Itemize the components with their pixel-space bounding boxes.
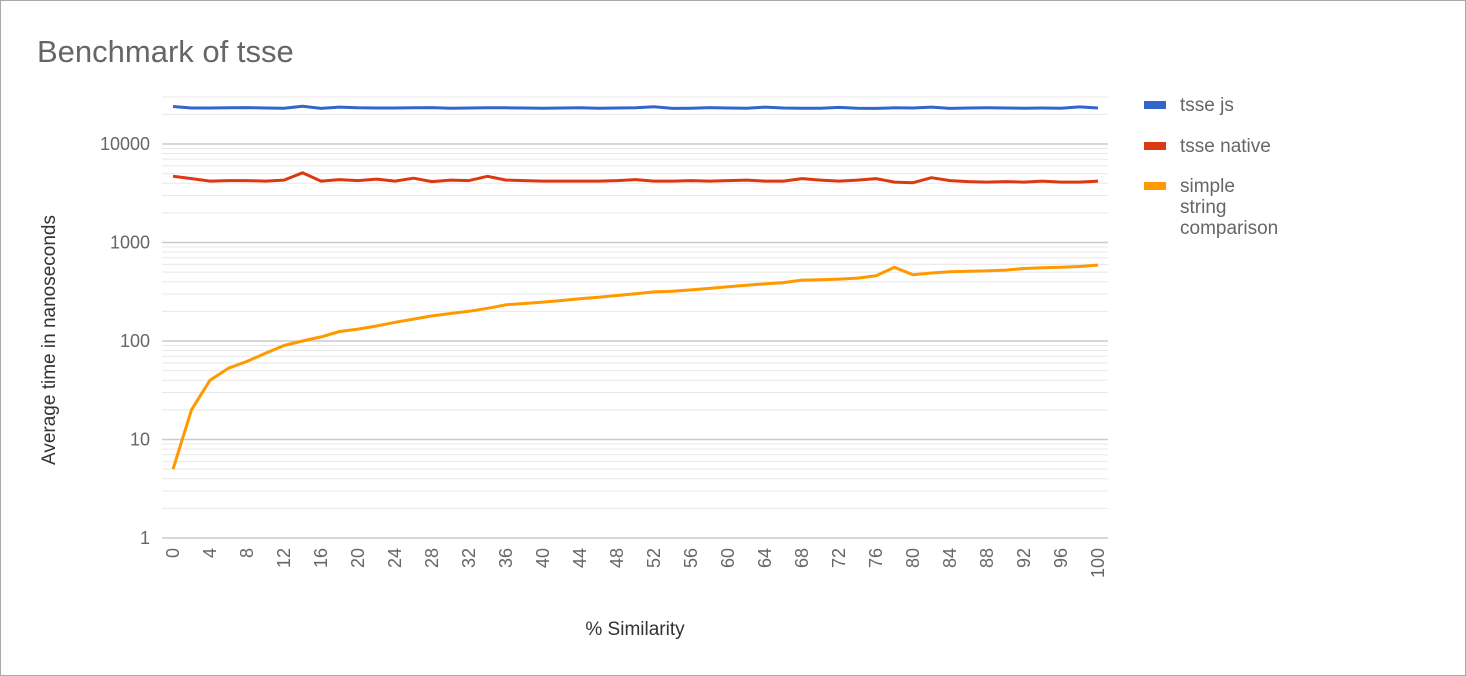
series-line-tsse-js bbox=[172, 104, 1099, 110]
x-tick-label: 88 bbox=[977, 548, 997, 568]
series-line-simple-string-comparison bbox=[171, 263, 1099, 470]
y-tick-label: 1000 bbox=[110, 233, 150, 253]
x-tick-label: 64 bbox=[755, 548, 775, 568]
x-tick-label: 52 bbox=[644, 548, 664, 568]
legend-swatch bbox=[1144, 182, 1166, 190]
series-lines bbox=[171, 104, 1099, 470]
x-tick-label: 0 bbox=[163, 548, 183, 558]
x-tick-label: 72 bbox=[829, 548, 849, 568]
y-axis-ticks: 1 10 100 1000 10000 bbox=[100, 134, 150, 548]
x-tick-label: 84 bbox=[940, 548, 960, 568]
x-tick-label: 12 bbox=[274, 548, 294, 568]
x-tick-label: 80 bbox=[903, 548, 923, 568]
x-tick-label: 96 bbox=[1051, 548, 1071, 568]
y-tick-label: 10000 bbox=[100, 134, 150, 154]
legend-label: simple string comparison bbox=[1180, 176, 1278, 239]
x-tick-label: 100 bbox=[1088, 548, 1108, 578]
y-tick-label: 1 bbox=[140, 528, 150, 548]
legend-swatch bbox=[1144, 142, 1166, 150]
x-tick-label: 8 bbox=[237, 548, 257, 558]
x-tick-label: 60 bbox=[718, 548, 738, 568]
y-tick-label: 10 bbox=[130, 430, 150, 450]
x-tick-label: 28 bbox=[422, 548, 442, 568]
legend-label: tsse js bbox=[1180, 95, 1234, 116]
legend-label: tsse native bbox=[1180, 136, 1271, 157]
y-tick-label: 100 bbox=[120, 331, 150, 351]
x-tick-label: 32 bbox=[459, 548, 479, 568]
y-axis-label: Average time in nanoseconds bbox=[39, 215, 60, 465]
x-axis-ticks: 0 4 8 12 16 20 24 28 32 36 40 44 48 52 56 60 64 68 72 76 80 8… bbox=[163, 548, 1108, 578]
x-tick-label: 40 bbox=[533, 548, 553, 568]
x-tick-label: 16 bbox=[311, 548, 331, 568]
x-tick-label: 44 bbox=[570, 548, 590, 568]
x-tick-label: 92 bbox=[1014, 548, 1034, 568]
legend-swatch bbox=[1144, 101, 1166, 109]
x-tick-label: 20 bbox=[348, 548, 368, 568]
gridlines bbox=[162, 96, 1108, 539]
x-tick-label: 56 bbox=[681, 548, 701, 568]
x-axis-label: % Similarity bbox=[585, 619, 685, 640]
chart-title: Benchmark of tsse bbox=[37, 34, 294, 69]
legend: tsse js tsse native simple string comparison bbox=[1144, 95, 1278, 239]
series-line-tsse-native bbox=[172, 171, 1099, 185]
x-tick-label: 4 bbox=[200, 548, 220, 558]
x-tick-label: 24 bbox=[385, 548, 405, 568]
x-tick-label: 76 bbox=[866, 548, 886, 568]
x-tick-label: 36 bbox=[496, 548, 516, 568]
x-tick-label: 68 bbox=[792, 548, 812, 568]
x-tick-label: 48 bbox=[607, 548, 627, 568]
